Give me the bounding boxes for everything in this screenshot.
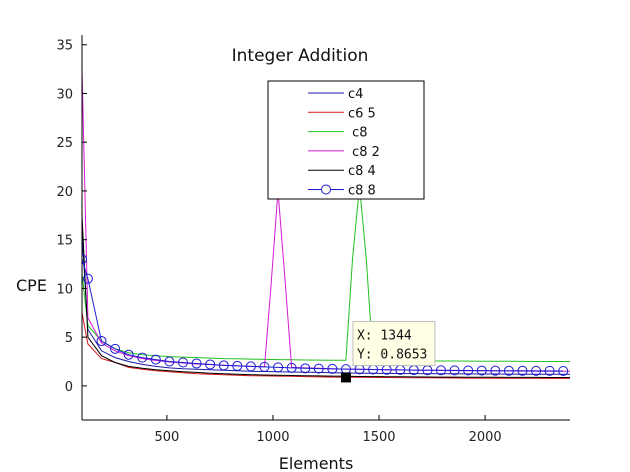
series-marker	[544, 365, 555, 376]
series-marker	[476, 365, 487, 376]
series-marker	[232, 360, 243, 371]
legend-label: c8 8	[348, 184, 376, 199]
series-marker	[205, 359, 216, 370]
series-marker	[123, 349, 134, 360]
series-marker	[96, 336, 107, 347]
series-marker	[218, 360, 229, 371]
y-tick-label: 30	[56, 87, 73, 102]
series-marker	[300, 363, 311, 374]
series-line-6	[82, 259, 564, 372]
legend-label: c4	[348, 87, 363, 102]
legend-label: c8	[348, 126, 368, 141]
series-marker	[110, 343, 121, 354]
datatip[interactable]: X: 1344 Y: 0.8653	[340, 320, 436, 383]
x-tick-label: 1500	[362, 430, 395, 445]
series-line-1	[82, 234, 570, 375]
series-marker	[150, 354, 161, 365]
series-marker	[449, 365, 460, 376]
y-tick-label: 25	[56, 136, 73, 151]
series-marker	[82, 254, 87, 265]
chart-title: Integer Addition	[232, 46, 369, 66]
y-tick-label: 10	[56, 282, 73, 297]
datatip-y-text: Y: 0.8653	[357, 347, 427, 362]
series-line-2	[82, 312, 570, 379]
legend-label: c6 5	[348, 106, 376, 121]
x-tick-label: 500	[154, 430, 179, 445]
series-marker	[259, 361, 270, 372]
y-axis-label: CPE	[16, 276, 47, 295]
y-tick-label: 35	[56, 39, 73, 54]
y-tick-label: 0	[65, 380, 73, 395]
legend-label: c8 4	[348, 164, 376, 179]
datatip-marker[interactable]	[340, 372, 351, 383]
series-marker	[435, 365, 446, 376]
series-marker	[517, 365, 528, 376]
x-axis-label: Elements	[279, 454, 354, 472]
datatip-box	[352, 320, 436, 366]
legend-box	[267, 80, 425, 200]
x-tick-label: 2000	[469, 430, 502, 445]
y-tick-label: 5	[65, 331, 73, 346]
series-marker	[273, 362, 284, 373]
series-marker	[313, 363, 324, 374]
legend-marker	[321, 184, 331, 195]
series-marker	[531, 365, 542, 376]
series-line-3	[82, 186, 570, 362]
series-marker	[327, 363, 338, 374]
x-tick-label: 1000	[256, 430, 289, 445]
series-marker	[82, 273, 93, 284]
series-marker	[558, 365, 569, 376]
series-marker	[503, 365, 514, 376]
series-marker	[490, 365, 501, 376]
series-marker	[137, 352, 148, 363]
y-tick-label: 15	[56, 234, 73, 249]
series-marker	[177, 357, 188, 368]
series-marker	[245, 361, 256, 372]
y-tick-label: 20	[56, 185, 73, 200]
series-marker	[463, 365, 474, 376]
legend-label: c8 2	[348, 145, 380, 160]
legend: c4 c6 5 c8 c8 2 c8 4 c8 8	[267, 80, 425, 200]
series-marker	[286, 362, 297, 373]
series-line-5	[82, 215, 570, 378]
series-marker	[191, 358, 202, 369]
datatip-x-text: X: 1344	[357, 328, 412, 343]
series-marker	[164, 356, 175, 367]
